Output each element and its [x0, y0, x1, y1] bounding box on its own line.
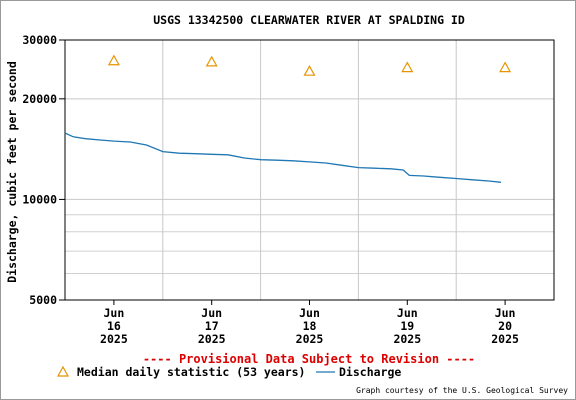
plot-area: 5000100002000030000Jun162025Jun172025Jun…	[22, 33, 555, 346]
median-marker	[499, 61, 512, 73]
x-tick-label: 16	[107, 319, 121, 333]
x-tick-label: Jun	[397, 306, 418, 320]
y-tick-label: 20000	[22, 92, 57, 106]
x-tick-label: 2025	[296, 332, 324, 346]
x-tick-label: Jun	[495, 306, 516, 320]
legend-median-label: Median daily statistic (53 years)	[77, 365, 305, 379]
legend: Median daily statistic (53 years) Discha…	[56, 365, 401, 379]
x-tick-label: 18	[303, 319, 317, 333]
x-tick-label: 17	[205, 319, 219, 333]
legend-median-marker	[56, 365, 70, 377]
x-tick-label: 2025	[198, 332, 226, 346]
median-marker	[107, 54, 120, 66]
chart-title: USGS 13342500 CLEARWATER RIVER AT SPALDI…	[153, 13, 465, 27]
legend-discharge-label: Discharge	[339, 365, 401, 379]
x-tick-label: 19	[400, 319, 414, 333]
y-tick-label: 30000	[22, 33, 57, 47]
y-tick-label: 10000	[22, 192, 57, 206]
x-tick-label: 2025	[491, 332, 519, 346]
plot-border	[64, 39, 555, 301]
x-tick-label: 20	[498, 319, 512, 333]
provisional-note: ---- Provisional Data Subject to Revisio…	[143, 352, 475, 366]
credit-text: Graph courtesy of the U.S. Geological Su…	[356, 386, 568, 395]
x-tick-label: 2025	[393, 332, 421, 346]
x-tick-label: Jun	[201, 306, 222, 320]
x-tick-label: Jun	[104, 306, 125, 320]
y-axis-label: Discharge, cubic feet per second	[5, 61, 19, 283]
x-tick-label: Jun	[299, 306, 320, 320]
median-marker	[303, 64, 316, 76]
x-tick-label: 2025	[100, 332, 128, 346]
median-marker	[401, 61, 414, 73]
median-marker	[205, 55, 218, 67]
discharge-series-line	[64, 132, 502, 183]
y-tick-label: 5000	[29, 293, 57, 307]
